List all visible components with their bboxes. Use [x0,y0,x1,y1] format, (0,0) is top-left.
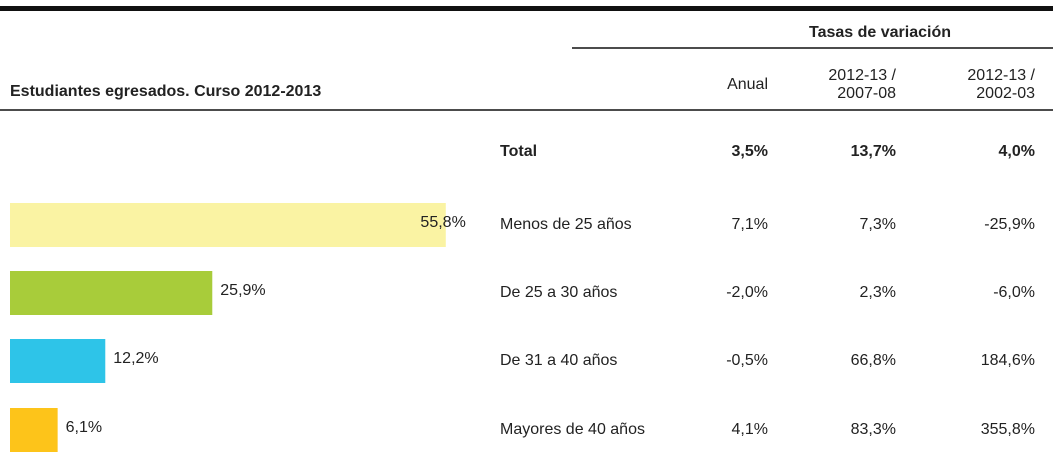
total-cell: 3,5% [732,143,768,160]
column-header: Anual [727,76,768,93]
table-cell: -25,9% [984,216,1035,233]
column-header: 2007-08 [837,85,896,102]
table-cell: 7,3% [860,216,896,233]
column-header: 2012-13 / [828,67,896,84]
category-label: De 31 a 40 años [500,352,617,369]
table-cell: -6,0% [993,284,1035,301]
total-cell: 13,7% [851,143,896,160]
column-header: 2012-13 / [967,67,1035,84]
value-label: 55,8% [420,214,465,231]
column-header: 2002-03 [976,85,1035,102]
table-cell: 2,3% [860,284,896,301]
category-label: De 25 a 30 años [500,284,617,301]
bar [10,408,58,452]
table-cell: 83,3% [851,421,896,438]
table-cell: -2,0% [726,284,768,301]
category-label: Mayores de 40 años [500,421,645,438]
table-cell: 7,1% [732,216,768,233]
bar [10,203,446,247]
value-label: 12,2% [113,350,158,367]
table-cell: 184,6% [981,352,1035,369]
table-cell: 66,8% [851,352,896,369]
top-rule [0,6,1053,11]
total-cell: 4,0% [999,143,1035,160]
group-header: Tasas de variación [809,24,951,41]
table-cell: -0,5% [726,352,768,369]
category-label: Menos de 25 años [500,216,632,233]
value-label: 25,9% [220,282,265,299]
table-cell: 355,8% [981,421,1035,438]
total-label: Total [500,143,537,160]
value-label: 6,1% [66,419,102,436]
table-cell: 4,1% [732,421,768,438]
bar [10,271,213,315]
bar [10,339,106,383]
table-title: Estudiantes egresados. Curso 2012-2013 [10,83,321,100]
